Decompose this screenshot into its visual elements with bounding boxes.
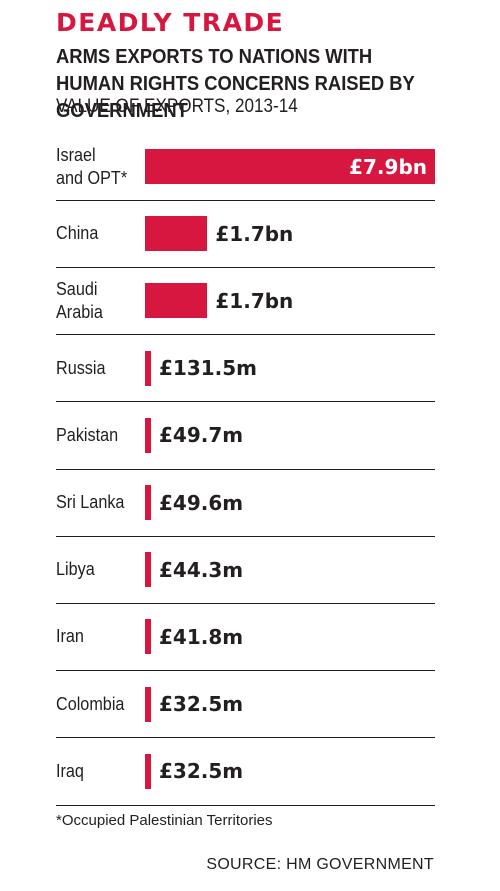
row-divider <box>56 737 435 738</box>
chart-row: Russia £131.5m <box>0 335 500 402</box>
category-label: China <box>56 200 146 267</box>
category-label-text: Pakistan <box>56 424 119 445</box>
chart-row: Iran £41.8m <box>0 603 500 670</box>
category-label-text: Libya <box>56 559 95 580</box>
value-label: £41.8m <box>159 624 244 649</box>
bar <box>145 485 151 520</box>
row-divider <box>56 469 435 470</box>
chart-row: Libya £44.3m <box>0 536 500 603</box>
bar <box>145 552 151 588</box>
row-divider <box>56 603 435 604</box>
category-label: Pakistan <box>56 402 146 469</box>
category-label-text: Colombia <box>56 693 125 714</box>
chart-row: Israel and OPT* £7.9bn <box>0 133 500 200</box>
bar <box>145 216 208 252</box>
row-divider <box>56 334 435 335</box>
category-label: Russia <box>56 335 146 402</box>
chart-row: Pakistan £49.7m <box>0 402 500 469</box>
bar <box>145 350 151 386</box>
bar <box>145 753 151 789</box>
value-label: £1.7bn <box>215 288 294 313</box>
bar <box>145 417 151 453</box>
bar <box>145 283 208 319</box>
value-label: £49.6m <box>159 490 244 515</box>
value-label: £1.7bn <box>215 221 294 246</box>
category-label-text: China <box>56 223 99 244</box>
value-label: £131.5m <box>159 356 258 381</box>
chart-subtitle: VALUE OF EXPORTS, 2013-14 <box>56 96 298 117</box>
value-label: £44.3m <box>159 557 244 582</box>
category-label-text: Iraq <box>56 760 84 781</box>
bar <box>145 686 151 722</box>
category-label-text: Saudi Arabia <box>56 278 103 322</box>
category-label-text: Israel and OPT* <box>56 144 128 188</box>
source-credit: SOURCE: HM GOVERNMENT <box>206 856 434 873</box>
kicker-heading: DEADLY TRADE <box>56 8 285 37</box>
row-divider <box>56 805 435 806</box>
row-divider <box>56 267 435 268</box>
category-label: Iraq <box>56 738 146 805</box>
row-divider <box>56 401 435 402</box>
chart-title: ARMS EXPORTS TO NATIONS WITH HUMAN RIGHT… <box>56 46 415 122</box>
value-label: £32.5m <box>159 759 244 784</box>
category-label: Libya <box>56 536 146 603</box>
category-label: Colombia <box>56 671 146 738</box>
category-label-text: Russia <box>56 357 106 378</box>
row-divider <box>56 536 435 537</box>
bar <box>145 619 151 655</box>
row-divider <box>56 670 435 671</box>
category-label-text: Iran <box>56 626 84 647</box>
category-label: Iran <box>56 603 146 670</box>
value-label: £7.9bn <box>349 154 427 179</box>
value-label: £32.5m <box>159 692 244 717</box>
bar <box>145 149 435 184</box>
category-label: Sri Lanka <box>56 469 146 536</box>
row-divider <box>56 200 435 201</box>
chart-row: Sri Lanka £49.6m <box>0 469 500 536</box>
chart-row: China £1.7bn <box>0 200 500 267</box>
chart-row: Colombia £32.5m <box>0 671 500 738</box>
category-label-text: Sri Lanka <box>56 492 125 512</box>
category-label: Israel and OPT* <box>56 133 146 200</box>
chart-row: Saudi Arabia £1.7bn <box>0 267 500 334</box>
value-label: £49.7m <box>159 423 244 448</box>
footnote: *Occupied Palestinian Territories <box>56 812 273 829</box>
category-label: Saudi Arabia <box>56 267 146 334</box>
chart-row: Iraq £32.5m <box>0 738 500 805</box>
